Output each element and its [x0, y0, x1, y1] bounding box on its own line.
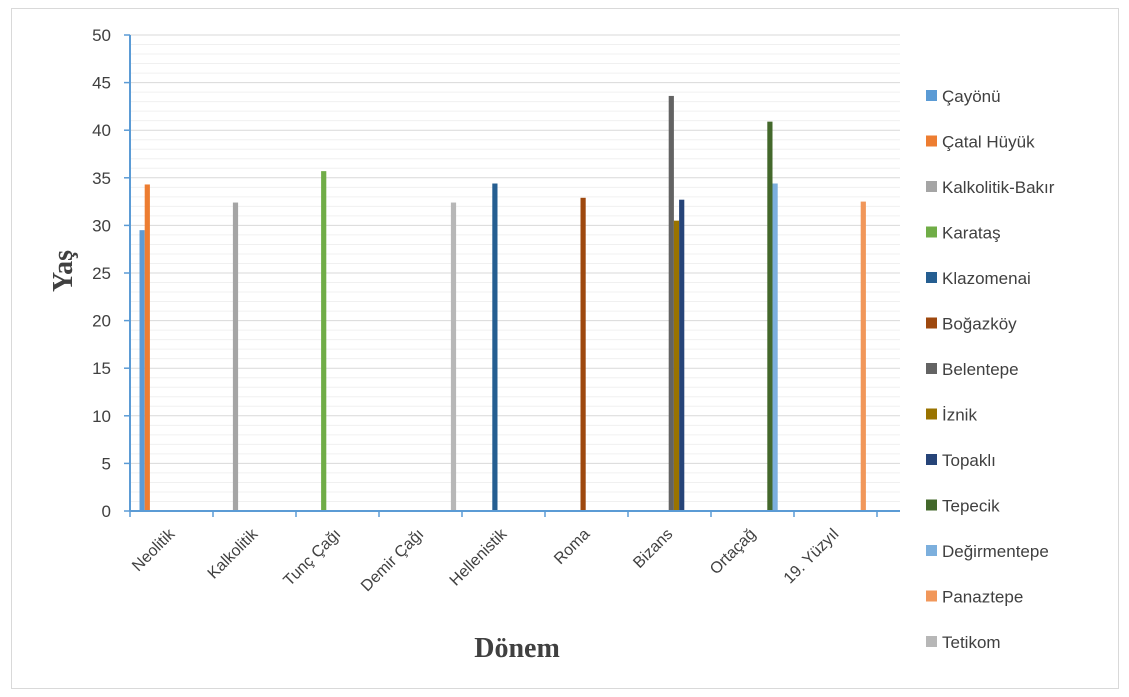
bar — [772, 183, 778, 511]
axes — [124, 34, 900, 517]
bar — [767, 121, 773, 511]
legend-label: Boğazköy — [942, 315, 1017, 334]
y-tick-label: 25 — [92, 264, 111, 283]
legend-swatch — [926, 90, 937, 101]
legend-swatch — [926, 317, 937, 329]
legend-swatch — [926, 545, 937, 556]
x-tick-label: 19. Yüzyıl — [781, 526, 842, 587]
chart-frame — [11, 8, 1119, 689]
y-tick-label: 20 — [92, 312, 111, 331]
legend-label: Belentepe — [942, 360, 1019, 379]
x-tick-label: Hellenistik — [447, 525, 511, 589]
y-tick-label: 0 — [102, 502, 111, 521]
y-tick-label: 15 — [92, 359, 111, 378]
legend-label: Çatal Hüyük — [942, 133, 1035, 152]
x-tick-label: Roma — [551, 526, 593, 568]
legend: Çayönü Çatal Hüyük Kalkolitik-Bakır Karataş… — [926, 87, 1055, 652]
y-tick-label: 40 — [92, 121, 111, 140]
legend-swatch — [926, 272, 937, 283]
bar — [232, 202, 239, 511]
x-tick-label: Bizans — [630, 526, 676, 572]
bars — [139, 95, 866, 512]
legend-label: Panaztepe — [942, 588, 1023, 607]
y-tick-labels: 0 5 10 15 20 25 30 35 40 45 50 — [92, 26, 111, 521]
x-tick-labels: Neolitik Kalkolitik Tunç Çağı Demir Çağı Hel… — [129, 525, 842, 595]
legend-swatch — [926, 636, 937, 647]
legend-label: Çayönü — [942, 87, 1001, 106]
bar — [139, 230, 145, 511]
y-tick-label: 45 — [92, 74, 111, 93]
legend-swatch — [926, 499, 937, 511]
legend-swatch — [926, 454, 937, 465]
legend-label: Değirmentepe — [942, 542, 1049, 561]
legend-label: Topaklı — [942, 451, 996, 470]
legend-label: İznik — [942, 406, 977, 425]
bar — [580, 197, 586, 512]
x-axis-title: Dönem — [474, 633, 560, 664]
legend-swatch — [926, 363, 937, 374]
y-tick-label: 30 — [92, 216, 111, 235]
x-tick-label: Kalkolitik — [205, 525, 262, 582]
legend-label: Karataş — [942, 224, 1001, 243]
bar — [668, 95, 674, 511]
bar — [673, 220, 680, 511]
legend-swatch — [926, 408, 937, 420]
x-tick-label: Ortaçağ — [707, 526, 759, 578]
y-tick-label: 10 — [92, 407, 111, 426]
bar — [450, 202, 457, 511]
bar — [321, 171, 327, 512]
y-tick-label: 50 — [92, 26, 111, 45]
legend-label: Kalkolitik-Bakır — [942, 178, 1055, 197]
bar — [679, 199, 685, 512]
y-tick-label: 35 — [92, 169, 111, 188]
legend-label: Tetikom — [942, 633, 1001, 652]
legend-label: Tepecik — [942, 497, 1000, 516]
x-tick-label: Tunç Çağı — [281, 526, 345, 590]
x-tick-label: Demir Çağı — [358, 526, 427, 595]
legend-swatch — [926, 226, 937, 238]
bar — [860, 201, 866, 511]
bar — [492, 183, 498, 511]
legend-label: Klazomenai — [942, 269, 1031, 288]
y-axis-title: Yaş — [48, 250, 79, 292]
y-tick-label: 5 — [102, 454, 111, 473]
gridlines — [130, 34, 900, 502]
x-tick-label: Neolitik — [129, 525, 179, 575]
legend-swatch — [926, 181, 937, 192]
legend-swatch — [926, 135, 937, 147]
legend-swatch — [926, 590, 937, 602]
bar — [144, 184, 150, 512]
